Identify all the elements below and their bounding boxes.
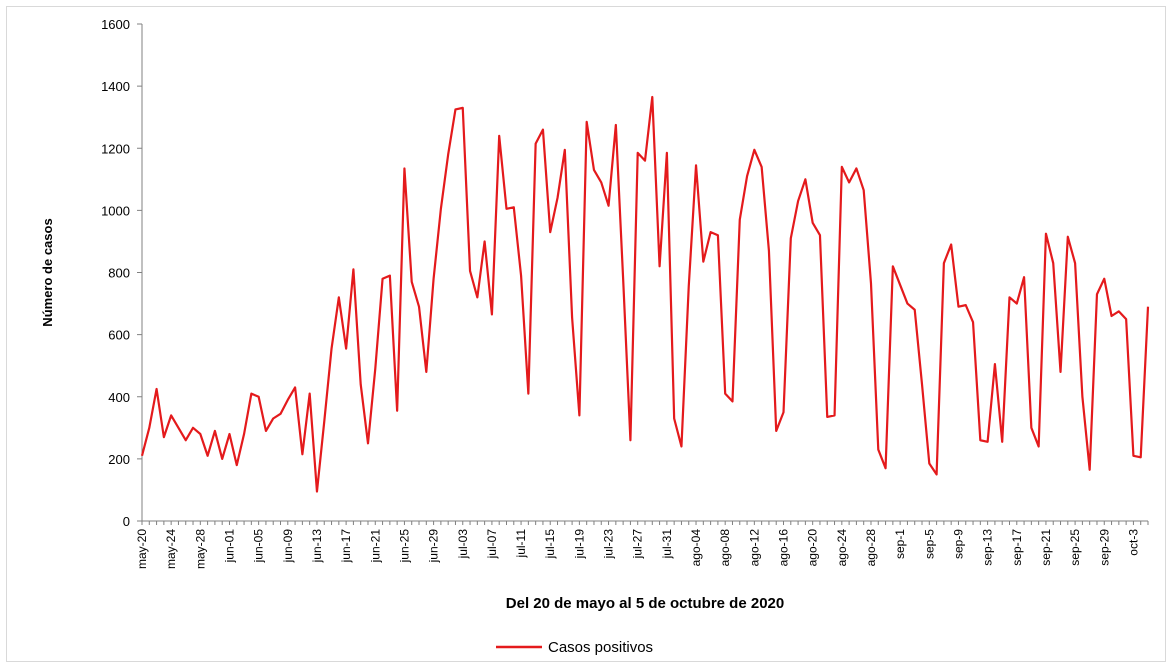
x-tick-label: may-24 xyxy=(164,529,178,569)
x-axis: may-20 may-24 may-28 jun-01 jun-05 jun-09 jun-… xyxy=(135,521,1149,569)
y-tick-label: 1600 xyxy=(101,17,130,32)
x-tick-label: jul-07 xyxy=(485,529,499,560)
x-tick-label: jul-27 xyxy=(631,529,645,560)
y-tick-label: 800 xyxy=(108,266,130,281)
series-line-casos-positivos xyxy=(140,95,1150,493)
x-tick-label: jun-13 xyxy=(310,529,324,564)
y-tick-label: 200 xyxy=(108,452,130,467)
y-axis-title: Número de casos xyxy=(40,218,55,326)
x-tick-label: jun-05 xyxy=(252,529,266,564)
legend: Casos positivos xyxy=(496,639,653,656)
x-tick-label: jun-09 xyxy=(281,529,295,564)
x-tick-label: sep-13 xyxy=(981,529,995,566)
y-tick-label: 400 xyxy=(108,390,130,405)
x-tick-label: jul-11 xyxy=(514,529,528,559)
x-tick-label: ago-24 xyxy=(835,529,849,567)
x-tick-label: ago-12 xyxy=(747,529,761,567)
x-tick-label: ago-28 xyxy=(864,529,878,567)
x-tick-label: sep-17 xyxy=(1010,529,1024,566)
x-tick-label: jun-21 xyxy=(368,529,382,564)
x-tick-label: ago-04 xyxy=(689,529,703,567)
legend-label: Casos positivos xyxy=(548,639,653,656)
x-tick-label: jul-15 xyxy=(543,529,557,560)
y-tick-label: 0 xyxy=(123,514,130,529)
x-tick-label: may-28 xyxy=(193,529,207,569)
x-tick-label: jun-17 xyxy=(339,529,353,564)
x-tick-label: jul-03 xyxy=(456,529,470,560)
y-axis: 0 200 400 600 800 1000 1200 1400 1600 xyxy=(101,17,142,529)
x-tick-label: jul-23 xyxy=(602,529,616,560)
y-tick-label: 1000 xyxy=(101,203,130,218)
x-tick-label: ago-20 xyxy=(806,529,820,567)
x-tick-label: ago-08 xyxy=(718,529,732,567)
x-tick-label: sep-25 xyxy=(1068,529,1082,566)
x-tick-label: jul-19 xyxy=(572,529,586,560)
x-tick-label: sep-9 xyxy=(951,529,965,559)
x-tick-label: jul-31 xyxy=(660,529,674,560)
x-tick-label: sep-29 xyxy=(1097,529,1111,566)
y-tick-label: 1200 xyxy=(101,141,130,156)
y-tick-label: 1400 xyxy=(101,79,130,94)
y-tick-label: 600 xyxy=(108,328,130,343)
x-tick-label: may-20 xyxy=(135,529,149,569)
x-tick-label: ago-16 xyxy=(777,529,791,567)
x-tick-label: sep-5 xyxy=(922,529,936,559)
x-tick-label: jun-01 xyxy=(222,529,236,564)
x-tick-label: oct-3 xyxy=(1126,529,1140,556)
x-tick-label: sep-1 xyxy=(893,529,907,559)
x-tick-label: jun-25 xyxy=(397,529,411,564)
x-axis-title: Del 20 de mayo al 5 de octubre de 2020 xyxy=(506,595,784,612)
x-tick-label: sep-21 xyxy=(1039,529,1053,566)
x-tick-label: jun-29 xyxy=(427,529,441,564)
